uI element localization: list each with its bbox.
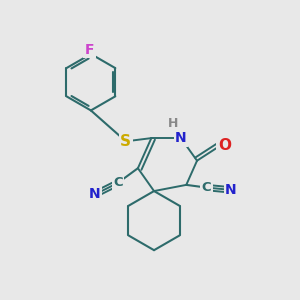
Text: F: F xyxy=(85,43,94,57)
Text: S: S xyxy=(120,134,131,149)
Text: O: O xyxy=(218,138,231,153)
Text: C: C xyxy=(202,181,211,194)
Text: N: N xyxy=(175,131,187,145)
Text: H: H xyxy=(168,117,178,130)
Text: N: N xyxy=(89,187,100,201)
Text: C: C xyxy=(113,176,123,190)
Text: N: N xyxy=(225,183,237,197)
